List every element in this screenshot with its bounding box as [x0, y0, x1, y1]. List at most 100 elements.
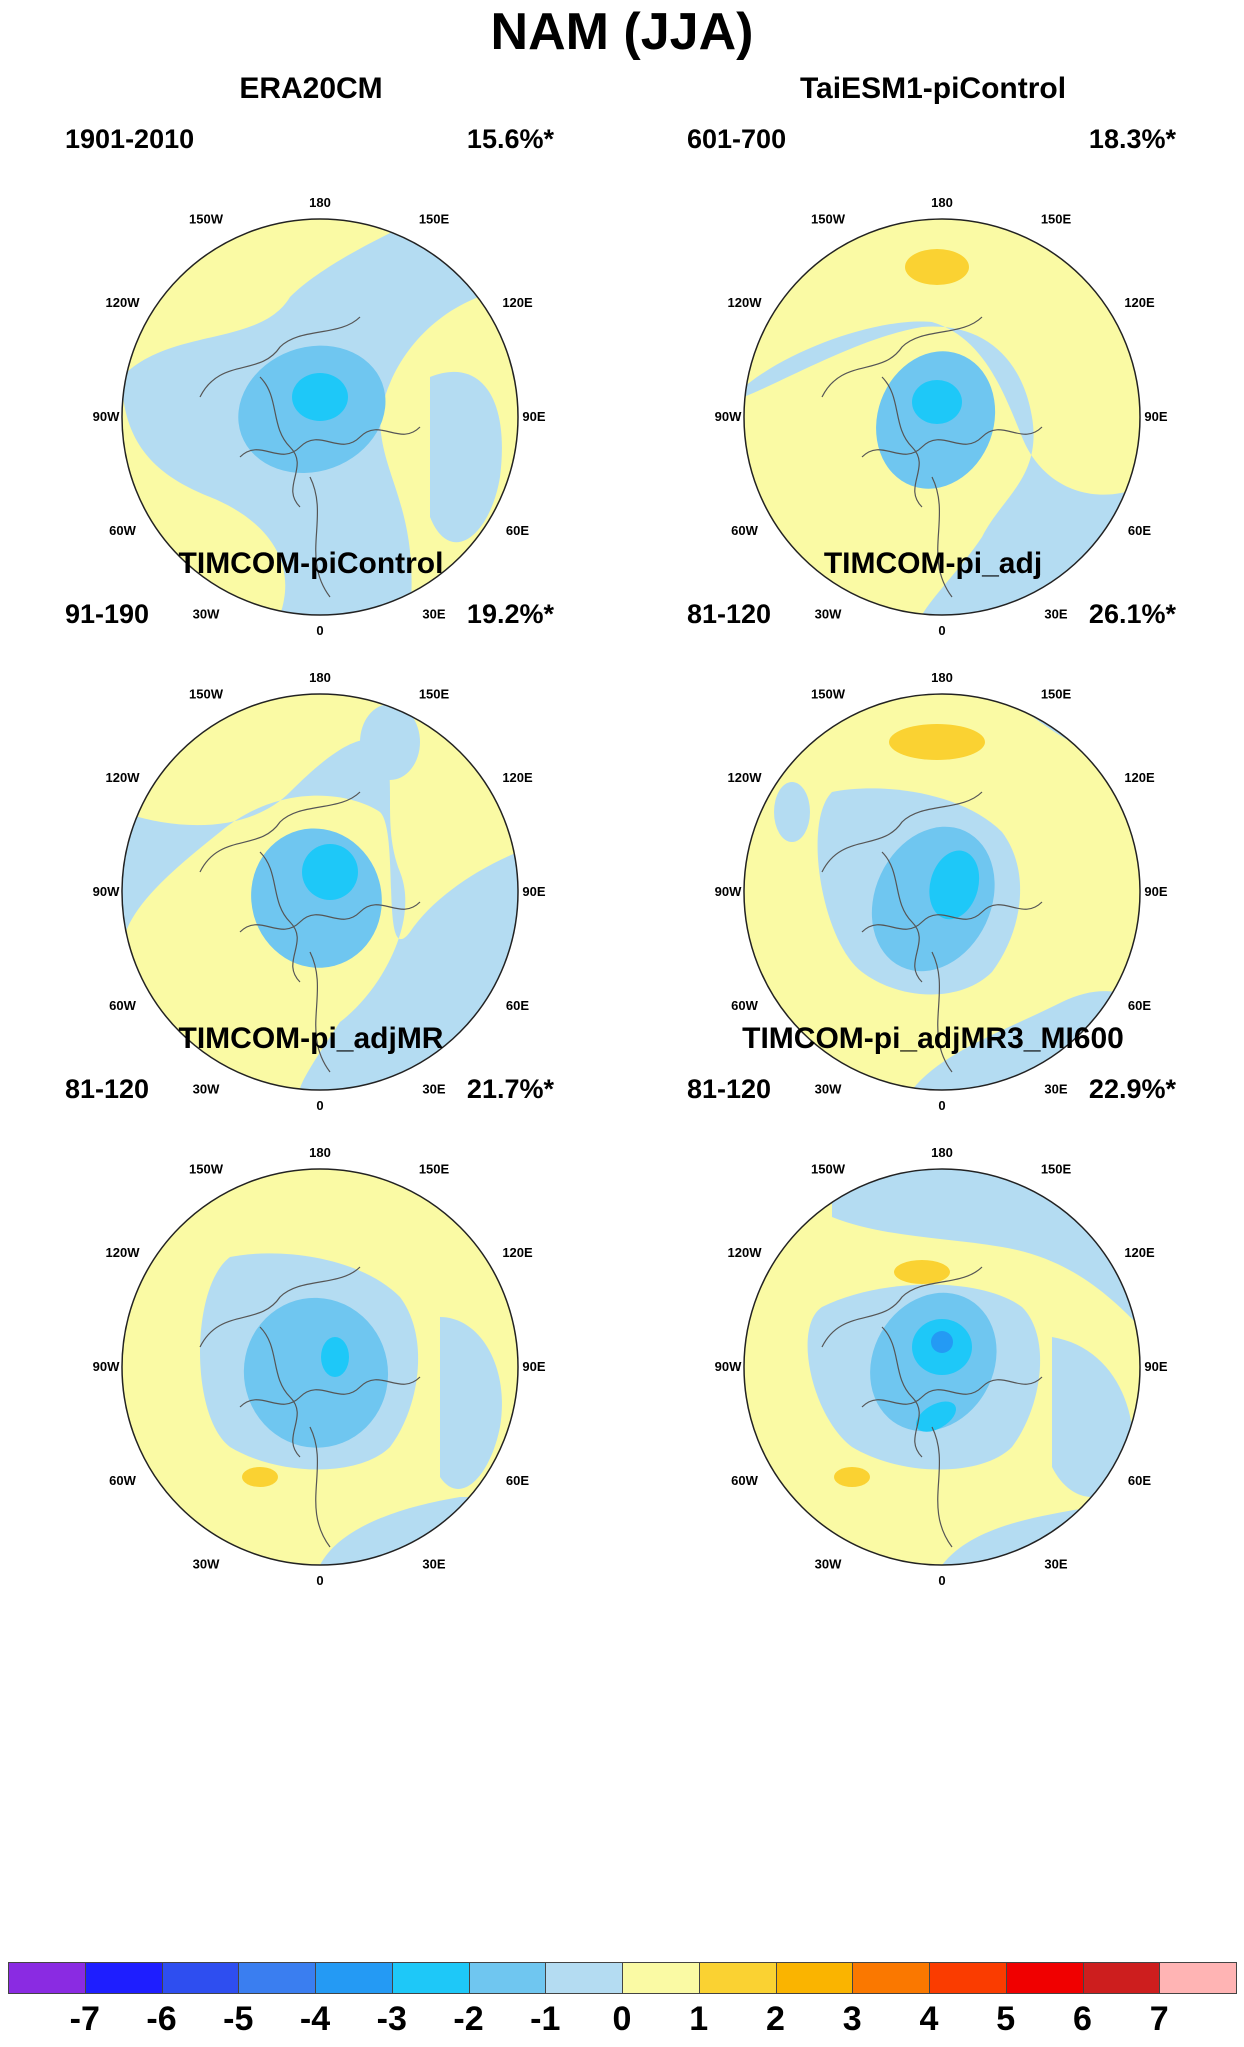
longitude-label: 150W	[811, 1162, 846, 1177]
longitude-label: 180	[309, 195, 331, 210]
negative-anomaly-contour	[774, 782, 810, 842]
longitude-label: 90E	[1144, 1359, 1167, 1374]
longitude-label: 150E	[419, 212, 450, 227]
colorbar-tick-label: -2	[453, 2000, 484, 2038]
longitude-label: 150E	[1041, 212, 1072, 227]
colorbar-cell	[1082, 1962, 1161, 1994]
longitude-label: 120E	[1124, 295, 1155, 310]
colorbar-cell	[84, 1962, 163, 1994]
panel-period: 601-700	[687, 124, 787, 154]
negative-anomaly-contour	[243, 1297, 389, 1448]
longitude-label: 30E	[422, 1557, 445, 1572]
polar-map: 180 150E 120E 90E 60E 30E 0 30W 60W 90W 120W 150W	[60, 157, 580, 677]
longitude-label: 0	[938, 1573, 945, 1588]
panel-title: TaiESM1-piControl	[799, 72, 1067, 105]
panel-title: TIMCOM-pi_adjMR3_MI600	[742, 1022, 1124, 1055]
longitude-label: 60E	[1128, 998, 1151, 1013]
positive-anomaly-contour	[889, 724, 985, 760]
polar-map-svg: 180 150E 120E 90E 60E 30E 0 30W 60W 90W 120W 150W	[715, 195, 1168, 638]
panel-period: 81-120	[65, 1074, 150, 1104]
longitude-label: 90E	[522, 884, 545, 899]
colorbar-tick-label: 5	[996, 2000, 1016, 2038]
longitude-label: 30W	[193, 1557, 220, 1572]
longitude-label: 30E	[422, 1082, 445, 1097]
negative-anomaly-contour	[744, 321, 1140, 615]
colorbar-tick-label: 2	[766, 2000, 785, 2038]
map-panel-timcom-picontrol: TIMCOM-piControl 91-190 19.2%* 180 150E 12…	[0, 547, 622, 1167]
longitude-label: 150E	[1041, 687, 1072, 702]
longitude-label: 120E	[502, 770, 533, 785]
colorbar-tick-label: 3	[842, 2000, 862, 2038]
colorbar-tick-label: -4	[299, 2000, 331, 2038]
colorbar-tick-label: -7	[69, 2000, 100, 2038]
coastline	[821, 1266, 1043, 1548]
longitude-label: 30W	[193, 607, 220, 622]
map-panel-taiesm1-picontrol: TaiESM1-piControl 601-700 18.3%* 180 150E…	[622, 72, 1244, 692]
longitude-label: 90W	[715, 409, 742, 424]
longitude-label: 90W	[715, 1359, 742, 1374]
longitude-label: 150W	[189, 687, 224, 702]
longitude-label: 30E	[422, 607, 445, 622]
panel-variance: 15.6%*	[466, 124, 554, 154]
longitude-label: 30E	[1044, 1557, 1067, 1572]
map-frame	[743, 1168, 1141, 1566]
longitude-label: 180	[931, 195, 953, 210]
longitude-label: 120W	[728, 1245, 763, 1260]
colorbar-tick-label: 4	[919, 2000, 939, 2038]
panel-period: 1901-2010	[65, 124, 195, 154]
longitude-label: 30W	[815, 607, 842, 622]
longitude-label: 60E	[506, 998, 529, 1013]
negative-anomaly-contour	[321, 1337, 349, 1377]
longitude-label: 150W	[811, 687, 846, 702]
coastline	[199, 1266, 421, 1548]
map-panel-timcom-pi-adjmr: TIMCOM-pi_adjMR 81-120 21.7%* 180 150E 120…	[0, 1022, 622, 1642]
figure-title: NAM (JJA)	[490, 3, 754, 61]
longitude-label: 60E	[1128, 523, 1151, 538]
longitude-label: 60W	[731, 1473, 758, 1488]
positive-anomaly-contour	[242, 1467, 278, 1487]
longitude-label: 90W	[715, 884, 742, 899]
longitude-label: 150W	[811, 212, 846, 227]
longitude-label: 30W	[193, 1082, 220, 1097]
polar-map-svg: 180 150E 120E 90E 60E 30E 0 30W 60W 90W 120W 150W	[93, 670, 546, 1113]
longitude-label: 30W	[815, 1082, 842, 1097]
longitude-label: 120E	[1124, 1245, 1155, 1260]
polar-map: 180 150E 120E 90E 60E 30E 0 30W 60W 90W 120W 150W	[682, 157, 1202, 677]
positive-anomaly-contour	[894, 1260, 950, 1284]
longitude-label: 120W	[106, 770, 141, 785]
negative-anomaly-contour	[440, 1317, 502, 1489]
longitude-label: 120E	[502, 1245, 533, 1260]
longitude-label: 60E	[1128, 1473, 1151, 1488]
negative-anomaly-contour	[931, 1331, 953, 1353]
negative-anomaly-contour	[929, 850, 980, 920]
negative-anomaly-contour	[302, 844, 358, 900]
polar-map-svg: 180 150E 120E 90E 60E 30E 0 30W 60W 90W 120W 150W	[93, 195, 546, 638]
longitude-label: 120E	[502, 295, 533, 310]
colorbar-cell	[1005, 1962, 1084, 1994]
longitude-label: 0	[316, 1098, 323, 1113]
colorbar-tick-label: -5	[223, 2000, 254, 2038]
polar-map-svg: 180 150E 120E 90E 60E 30E 0 30W 60W 90W 120W 150W	[715, 1145, 1168, 1588]
longitude-label: 150E	[419, 1162, 450, 1177]
longitude-label: 60W	[109, 1473, 136, 1488]
longitude-label: 90E	[1144, 409, 1167, 424]
panel-title: TIMCOM-pi_adj	[823, 547, 1043, 580]
longitude-label: 90W	[93, 1359, 120, 1374]
polar-map: 180 150E 120E 90E 60E 30E 0 30W 60W 90W 120W 150W	[682, 632, 1202, 1152]
longitude-label: 150E	[1041, 1162, 1072, 1177]
polar-map-svg: 180 150E 120E 90E 60E 30E 0 30W 60W 90W 120W 150W	[715, 670, 1168, 1113]
longitude-label: 150E	[419, 687, 450, 702]
map-frame	[121, 1168, 519, 1566]
positive-anomaly-contour	[834, 1467, 870, 1487]
negative-anomaly-contour	[1052, 1337, 1134, 1497]
map-panel-timcom-pi-adjmr3-mi600: TIMCOM-pi_adjMR3_MI600 81-120 22.9%* 180…	[622, 1022, 1244, 1642]
map-panel-era20cm: ERA20CM 1901-2010 15.6%* 180 150E 120E 90E 6…	[0, 72, 622, 692]
colorbar-cell	[8, 1962, 86, 1994]
longitude-label: 180	[309, 1145, 331, 1160]
colorbar-cell	[852, 1962, 930, 1994]
coastline	[821, 791, 1043, 1073]
longitude-label: 0	[938, 1098, 945, 1113]
longitude-label: 180	[931, 670, 953, 685]
panel-title: TIMCOM-pi_adjMR	[178, 1022, 444, 1055]
map-frame	[121, 693, 519, 1091]
